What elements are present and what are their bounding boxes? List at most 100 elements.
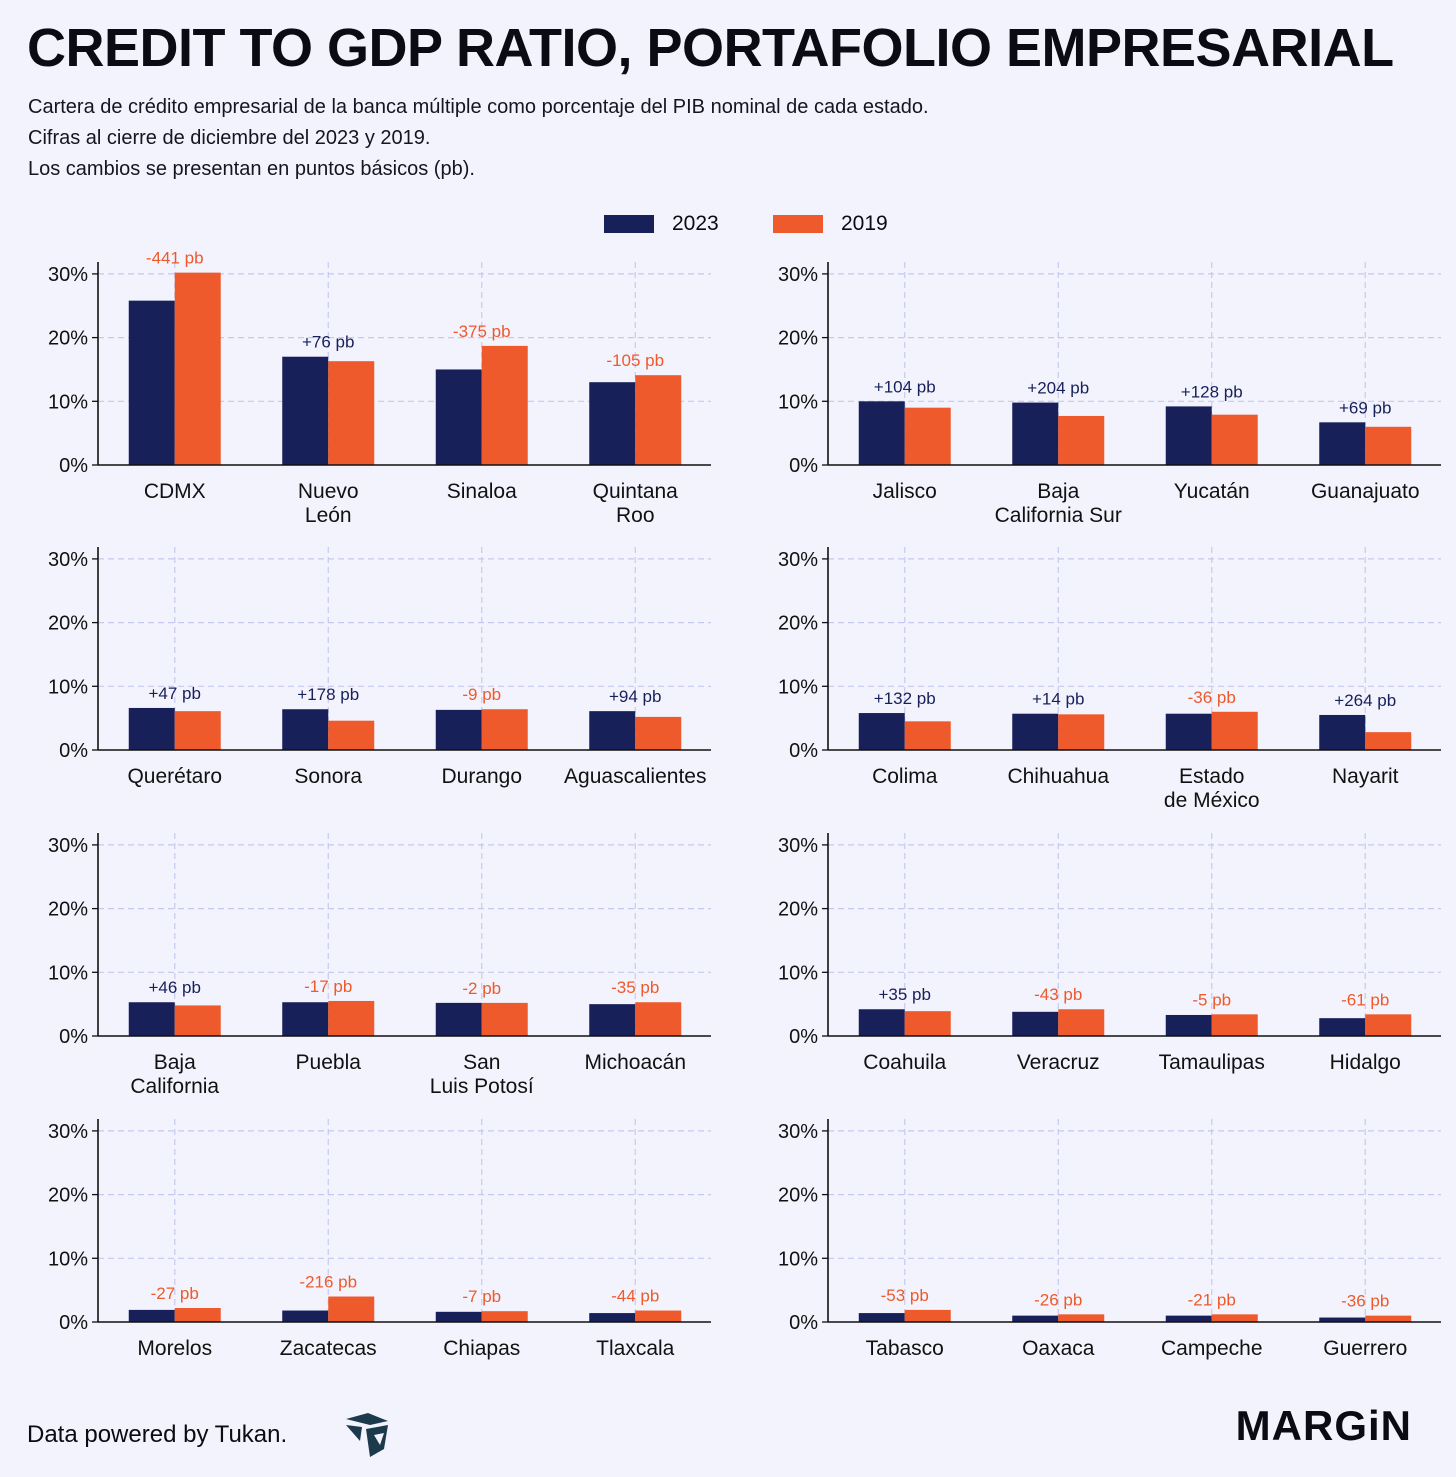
change-label: -375 pb [453, 322, 511, 341]
bar-2023 [1012, 1315, 1059, 1322]
bar-2023 [858, 1009, 905, 1036]
category-label: Jalisco [873, 480, 937, 503]
bar-2023 [128, 707, 175, 750]
category-label: Sinaloa [447, 480, 517, 503]
category-label: Baja [154, 1051, 196, 1074]
y-tick-label: 20% [778, 899, 818, 921]
change-label: -35 pb [611, 978, 659, 997]
change-label: -5 pb [1192, 990, 1231, 1009]
bar-2019 [904, 1011, 951, 1036]
change-label: -2 pb [462, 979, 501, 998]
category-label: Durango [441, 765, 522, 788]
bar-2023 [858, 1313, 905, 1322]
y-tick-label: 30% [778, 264, 818, 286]
bar-2023 [1012, 713, 1059, 750]
bar-2019 [174, 711, 221, 750]
bar-2023 [1165, 713, 1212, 750]
bar-2019 [328, 1000, 375, 1036]
bar-2023 [282, 356, 329, 465]
y-tick-label: 30% [778, 835, 818, 857]
category-label: Quintana [593, 480, 679, 503]
bar-2023 [589, 1004, 636, 1036]
category-label: Sonora [294, 765, 362, 788]
y-tick-label: 10% [778, 391, 818, 413]
y-tick-label: 10% [778, 1248, 818, 1270]
y-tick-label: 20% [48, 899, 88, 921]
change-label: -26 pb [1034, 1290, 1082, 1309]
bar-2019 [1211, 414, 1258, 465]
subtitle-line: Cartera de crédito empresarial de la ban… [28, 96, 929, 118]
bar-2023 [1165, 406, 1212, 465]
category-label: Tamaulipas [1159, 1051, 1265, 1074]
y-tick-label: 30% [778, 549, 818, 571]
bar-2019 [904, 721, 951, 750]
y-tick-label: 0% [59, 1312, 88, 1334]
change-label: -17 pb [304, 977, 352, 996]
change-label: -441 pb [146, 249, 204, 268]
bar-2023 [435, 1002, 482, 1036]
y-tick-label: 30% [48, 264, 88, 286]
y-tick-label: 0% [789, 1026, 818, 1048]
page-title: CREDIT TO GDP RATIO, PORTAFOLIO EMPRESAR… [27, 18, 1394, 78]
category-label: Campeche [1161, 1337, 1263, 1360]
bar-2019 [904, 1309, 951, 1322]
bar-2023 [435, 709, 482, 750]
legend-label-2023: 2023 [672, 212, 719, 235]
change-label: -216 pb [299, 1273, 357, 1292]
category-label: San [463, 1051, 500, 1074]
bar-2023 [1012, 1011, 1059, 1036]
change-label: +76 pb [302, 333, 354, 352]
bar-2023 [1012, 402, 1059, 465]
category-label: León [305, 504, 352, 527]
bar-2023 [282, 1002, 329, 1036]
subtitle-line: Cifras al cierre de diciembre del 2023 y… [28, 127, 431, 149]
bar-2019 [1365, 732, 1412, 750]
category-label: Aguascalientes [564, 765, 706, 788]
y-tick-label: 30% [48, 1121, 88, 1143]
change-label: -36 pb [1188, 688, 1236, 707]
change-label: +35 pb [879, 985, 931, 1004]
y-tick-label: 0% [59, 1026, 88, 1048]
category-label: Tlaxcala [596, 1337, 675, 1360]
bar-2023 [282, 1310, 329, 1322]
category-label: Colima [872, 765, 938, 788]
y-tick-label: 30% [778, 1121, 818, 1143]
bar-2019 [1365, 1315, 1412, 1322]
change-label: -105 pb [606, 351, 664, 370]
bar-2023 [1319, 1018, 1366, 1036]
category-label: CDMX [144, 480, 206, 503]
change-label: +94 pb [609, 687, 661, 706]
category-label: Luis Potosí [430, 1075, 534, 1098]
tukan-logo-icon [346, 1413, 388, 1457]
y-tick-label: 10% [48, 676, 88, 698]
bar-2023 [589, 711, 636, 750]
change-label: -43 pb [1034, 985, 1082, 1004]
change-label: +132 pb [874, 689, 936, 708]
category-label: Oaxaca [1022, 1337, 1095, 1360]
y-tick-label: 20% [778, 613, 818, 635]
change-label: -7 pb [462, 1287, 501, 1306]
bar-2019 [1058, 1314, 1105, 1322]
change-label: +69 pb [1339, 398, 1391, 417]
bar-2019 [174, 1307, 221, 1322]
bar-2019 [1058, 714, 1105, 750]
bar-2019 [328, 720, 375, 750]
bar-2019 [635, 716, 682, 750]
bar-2019 [904, 407, 951, 465]
change-label: +47 pb [149, 684, 201, 703]
bar-2019 [1058, 415, 1105, 465]
bar-2019 [174, 272, 221, 465]
bar-2023 [589, 1313, 636, 1322]
category-label: Estado [1179, 765, 1244, 788]
category-label: Querétaro [127, 765, 222, 788]
y-tick-label: 10% [778, 962, 818, 984]
y-tick-label: 30% [48, 835, 88, 857]
category-label: Puebla [296, 1051, 362, 1074]
bar-2023 [128, 300, 175, 465]
bar-2019 [1058, 1009, 1105, 1036]
change-label: -53 pb [881, 1286, 929, 1305]
y-tick-label: 20% [778, 328, 818, 350]
category-label: Michoacán [584, 1051, 686, 1074]
y-tick-label: 20% [48, 613, 88, 635]
y-tick-label: 10% [778, 676, 818, 698]
